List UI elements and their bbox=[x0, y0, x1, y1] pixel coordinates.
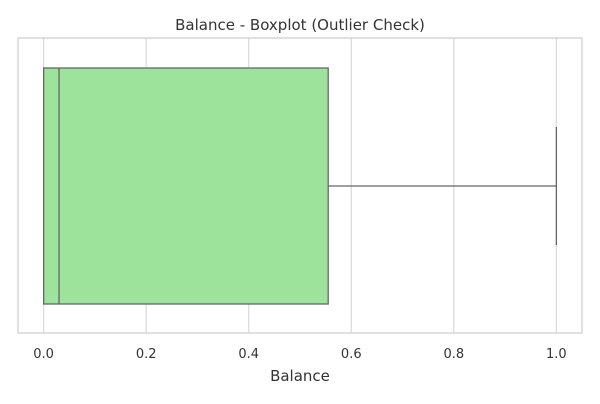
x-tick-label: 1.0 bbox=[546, 347, 567, 362]
plot-frame bbox=[17, 37, 583, 334]
chart-title: Balance - Boxplot (Outlier Check) bbox=[175, 16, 425, 34]
x-tick-label: 0.4 bbox=[238, 347, 259, 362]
x-tick-labels: 0.0 0.2 0.4 0.6 0.8 1.0 bbox=[33, 347, 566, 362]
x-tick-label: 0.2 bbox=[136, 347, 157, 362]
x-tick-label: 0.8 bbox=[443, 347, 464, 362]
x-axis-label: Balance bbox=[270, 367, 330, 385]
x-tick-label: 0.0 bbox=[33, 347, 54, 362]
iqr-box bbox=[42, 67, 329, 305]
boxplot-group bbox=[42, 67, 558, 305]
x-tick-label: 0.6 bbox=[341, 347, 362, 362]
